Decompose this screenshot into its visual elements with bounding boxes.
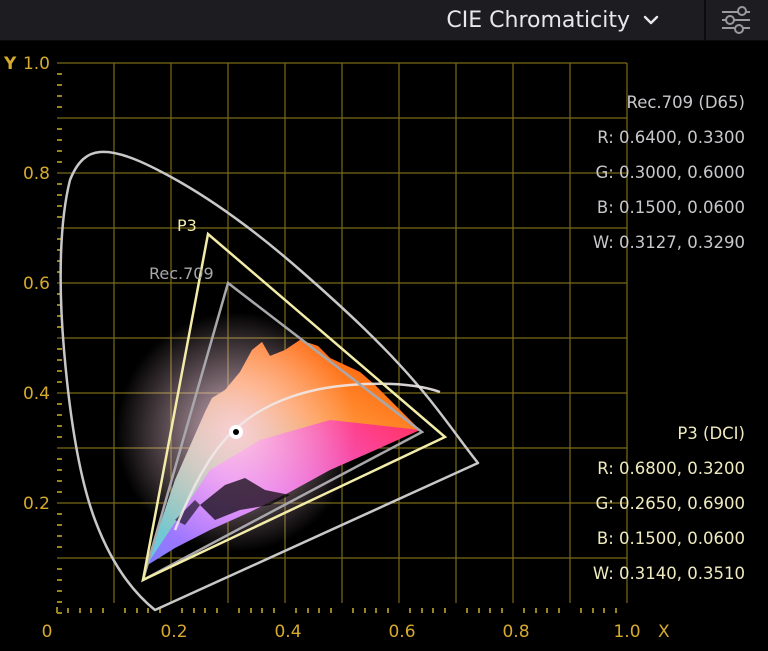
rec709-triangle — [140, 280, 425, 583]
y-tick-label: 0.2 — [22, 494, 50, 514]
scope-mode-dropdown[interactable]: CIE Chromaticity — [446, 6, 660, 34]
y-tick-label: 1.0 — [22, 54, 50, 74]
x-tick-label: 1.0 — [613, 622, 641, 642]
chromaticity-diagram — [56, 62, 628, 614]
rec709-title: Rec.709 (D65) — [626, 93, 745, 112]
rec709-red: R: 0.6400, 0.3300 — [597, 128, 745, 147]
x-tick-label: 0.2 — [160, 622, 188, 642]
panel-header: CIE Chromaticity — [0, 0, 768, 41]
p3-blue: B: 0.1500, 0.0600 — [596, 529, 745, 548]
planckian-locus — [173, 382, 441, 531]
x-tick-label: 0 — [41, 622, 53, 642]
spectral-locus — [59, 150, 480, 612]
y-axis-label: Y — [4, 54, 17, 74]
rec709-triangle-label: Rec.709 — [149, 264, 214, 283]
p3-title: P3 (DCI) — [677, 424, 745, 443]
rec709-white: W: 0.3127, 0.3290 — [592, 233, 745, 252]
x-tick-label: 0.8 — [502, 622, 530, 642]
x-tick-label: 0.4 — [274, 622, 302, 642]
header-divider — [704, 0, 706, 40]
image-gamut-cloud — [116, 312, 420, 566]
y-tick-label: 0.4 — [22, 384, 50, 404]
p3-triangle-label: P3 — [177, 216, 197, 235]
p3-info-panel: P3 (DCI) R: 0.6800, 0.3200 G: 0.2650, 0.… — [593, 416, 745, 591]
rec709-blue: B: 0.1500, 0.0600 — [596, 198, 745, 217]
x-axis-label: X — [658, 622, 670, 642]
p3-triangle — [141, 231, 448, 583]
sliders-icon[interactable] — [718, 4, 754, 36]
rec709-green: G: 0.3000, 0.6000 — [595, 163, 745, 182]
chevron-down-icon — [643, 15, 659, 25]
rec709-info-panel: Rec.709 (D65) R: 0.6400, 0.3300 G: 0.300… — [593, 85, 745, 260]
p3-green: G: 0.2650, 0.6900 — [595, 494, 745, 513]
y-tick-label: 0.8 — [22, 164, 50, 184]
p3-red: R: 0.6800, 0.3200 — [597, 459, 745, 478]
white-point-marker — [229, 425, 243, 439]
cie-chromaticity-plot: Y 1.0 0.8 0.6 0.4 0.2 0 0.2 0.4 0.6 0.8 … — [0, 41, 768, 651]
x-tick-label: 0.6 — [388, 622, 416, 642]
y-tick-label: 0.6 — [22, 274, 50, 294]
scope-mode-label: CIE Chromaticity — [446, 7, 630, 33]
grid — [57, 62, 628, 603]
p3-white: W: 0.3140, 0.3510 — [592, 564, 745, 583]
